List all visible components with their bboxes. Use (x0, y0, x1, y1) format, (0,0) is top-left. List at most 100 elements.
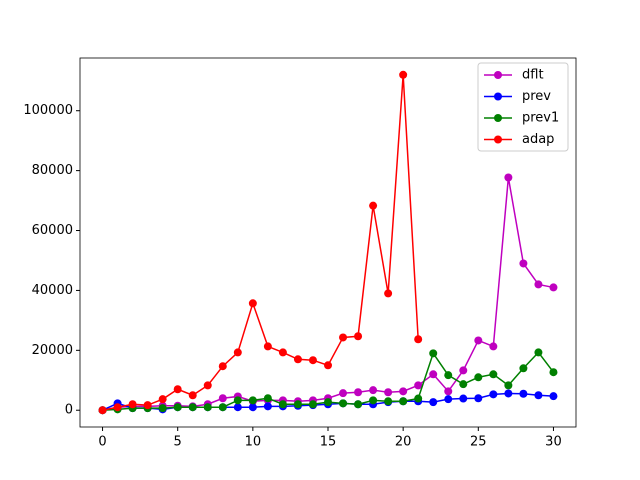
x-tick-label: 30 (545, 435, 562, 450)
data-point (534, 391, 543, 400)
data-point (534, 348, 543, 357)
data-point (549, 392, 558, 401)
data-point (444, 371, 453, 380)
legend-label: dflt (522, 68, 544, 83)
data-point (534, 280, 543, 289)
data-point (113, 403, 122, 412)
data-point (414, 335, 423, 344)
data-point (263, 394, 272, 403)
data-point (429, 398, 438, 407)
data-point (504, 389, 513, 398)
data-point (339, 333, 348, 342)
data-point (504, 173, 513, 182)
data-point (188, 391, 197, 400)
data-point (399, 387, 408, 396)
data-point (203, 403, 212, 412)
data-point (474, 373, 483, 382)
data-point (399, 397, 408, 406)
data-point (429, 349, 438, 358)
x-tick-label: 5 (174, 435, 182, 450)
data-point (354, 332, 363, 341)
legend: dflt prev prev1 adap (477, 62, 569, 152)
data-point (369, 386, 378, 395)
legend-marker (494, 135, 502, 144)
data-point (384, 388, 393, 397)
y-tick-label: 60000 (32, 223, 73, 238)
data-point (158, 404, 167, 413)
data-point (233, 348, 242, 357)
y-tick-label: 100000 (23, 103, 73, 118)
data-point (218, 394, 227, 403)
data-point (278, 400, 287, 409)
x-tick-label: 20 (395, 435, 412, 450)
legend-marker (494, 71, 502, 79)
data-point (324, 361, 332, 370)
data-point (459, 380, 468, 389)
data-point (444, 387, 453, 396)
data-point (384, 289, 393, 298)
data-point (293, 400, 302, 409)
data-point (308, 356, 317, 365)
data-point (143, 401, 152, 410)
data-point (459, 394, 468, 403)
data-point (263, 342, 272, 351)
legend-marker (494, 92, 502, 101)
data-point (399, 70, 408, 79)
legend-label: adap (522, 132, 554, 147)
data-point (248, 403, 257, 412)
data-point (459, 366, 468, 375)
data-point (188, 403, 197, 412)
plot-frame (79, 57, 577, 428)
data-point (98, 406, 107, 415)
data-point (369, 201, 378, 210)
data-point (218, 403, 227, 412)
data-point (354, 400, 363, 409)
data-point (218, 362, 227, 371)
data-point (339, 399, 348, 408)
x-tick-label: 10 (245, 435, 262, 450)
data-point (369, 396, 378, 405)
x-tick-label: 15 (320, 435, 337, 450)
data-point (173, 403, 182, 412)
data-point (429, 370, 438, 379)
legend-marker (494, 114, 502, 122)
data-point (354, 388, 363, 397)
data-point (278, 348, 287, 357)
data-point (233, 396, 242, 405)
data-point (489, 370, 498, 379)
data-point (263, 402, 272, 411)
y-tick-label: 80000 (32, 163, 73, 178)
data-point (203, 381, 212, 390)
data-point (489, 342, 498, 351)
data-point (549, 368, 558, 377)
data-point (324, 398, 332, 407)
data-point (384, 397, 393, 406)
data-point (339, 389, 348, 398)
data-point (444, 395, 453, 404)
data-point (173, 385, 182, 394)
data-point (489, 390, 498, 399)
x-tick-label: 25 (470, 435, 487, 450)
x-tick-label: 0 (98, 435, 106, 450)
legend-label: prev (522, 89, 551, 104)
series-line (102, 74, 419, 411)
data-point (474, 394, 483, 403)
data-point (549, 283, 558, 292)
data-point (248, 396, 257, 405)
data-point (128, 400, 137, 409)
data-point (233, 403, 242, 412)
data-point (308, 400, 317, 409)
data-point (474, 336, 483, 345)
data-point (414, 381, 423, 390)
data-point (504, 381, 513, 390)
data-point (519, 364, 528, 373)
legend-label: prev1 (522, 111, 559, 126)
y-tick-label: 40000 (32, 283, 73, 298)
data-point (293, 355, 302, 364)
data-point (248, 299, 257, 308)
legend-box (477, 62, 569, 152)
y-tick-label: 20000 (32, 343, 73, 358)
data-point (158, 395, 167, 404)
data-point (519, 389, 528, 398)
